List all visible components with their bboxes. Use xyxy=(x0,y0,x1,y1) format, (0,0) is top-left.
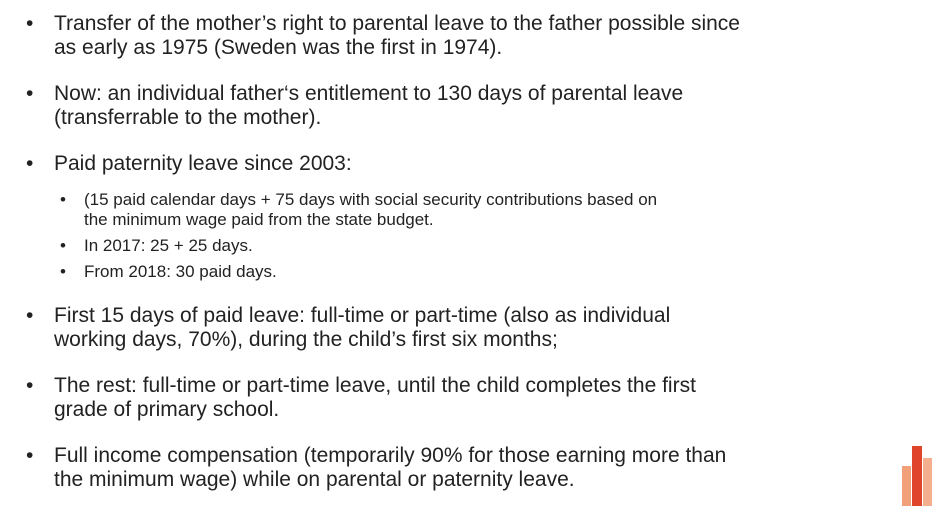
bullet-text: Paid paternity leave since 2003: xyxy=(54,152,352,175)
bullet-text: The rest: full-time or part-time leave, … xyxy=(54,374,696,397)
bullet-item: The rest: full-time or part-time leave, … xyxy=(0,374,940,422)
logo-bar xyxy=(912,446,922,506)
bullet-text: First 15 days of paid leave: full-time o… xyxy=(54,304,671,327)
bullet-text: grade of primary school. xyxy=(54,398,280,421)
bullet-text: (transferrable to the mother). xyxy=(54,106,322,129)
bullet-text: Full income compensation (temporarily 90… xyxy=(54,444,727,467)
sub-bullet-text: (15 paid calendar days + 75 days with so… xyxy=(84,190,658,209)
bullet-text: the minimum wage) while on parental or p… xyxy=(54,468,575,491)
logo-bar xyxy=(923,458,932,506)
sub-list: (15 paid calendar days + 75 days with so… xyxy=(54,190,940,282)
bullet-text: Transfer of the mother’s right to parent… xyxy=(54,12,740,35)
bullet-item: First 15 days of paid leave: full-time o… xyxy=(0,304,940,352)
sub-bullet-text: In 2017: 25 + 25 days. xyxy=(84,236,253,255)
logo xyxy=(902,446,932,506)
sub-bullet-item: From 2018: 30 paid days. xyxy=(54,262,940,282)
sub-bullet-text: From 2018: 30 paid days. xyxy=(84,262,277,281)
bullet-item: Full income compensation (temporarily 90… xyxy=(0,444,940,492)
bullet-item: Paid paternity leave since 2003: (15 paid… xyxy=(0,152,940,282)
bullet-text: working days, 70%), during the child’s f… xyxy=(54,328,558,351)
bullet-list: Transfer of the mother’s right to parent… xyxy=(0,12,940,514)
bullet-item: Now: an individual father‘s entitlement … xyxy=(0,82,940,130)
logo-bar xyxy=(902,466,911,506)
bullet-text: as early as 1975 (Sweden was the first i… xyxy=(54,36,503,59)
sub-bullet-text: the minimum wage paid from the state bud… xyxy=(84,210,434,229)
sub-bullet-item: In 2017: 25 + 25 days. xyxy=(54,236,940,256)
bullet-text: Now: an individual father‘s entitlement … xyxy=(54,82,684,105)
sub-bullet-item: (15 paid calendar days + 75 days with so… xyxy=(54,190,940,230)
bullet-item: Transfer of the mother’s right to parent… xyxy=(0,12,940,60)
